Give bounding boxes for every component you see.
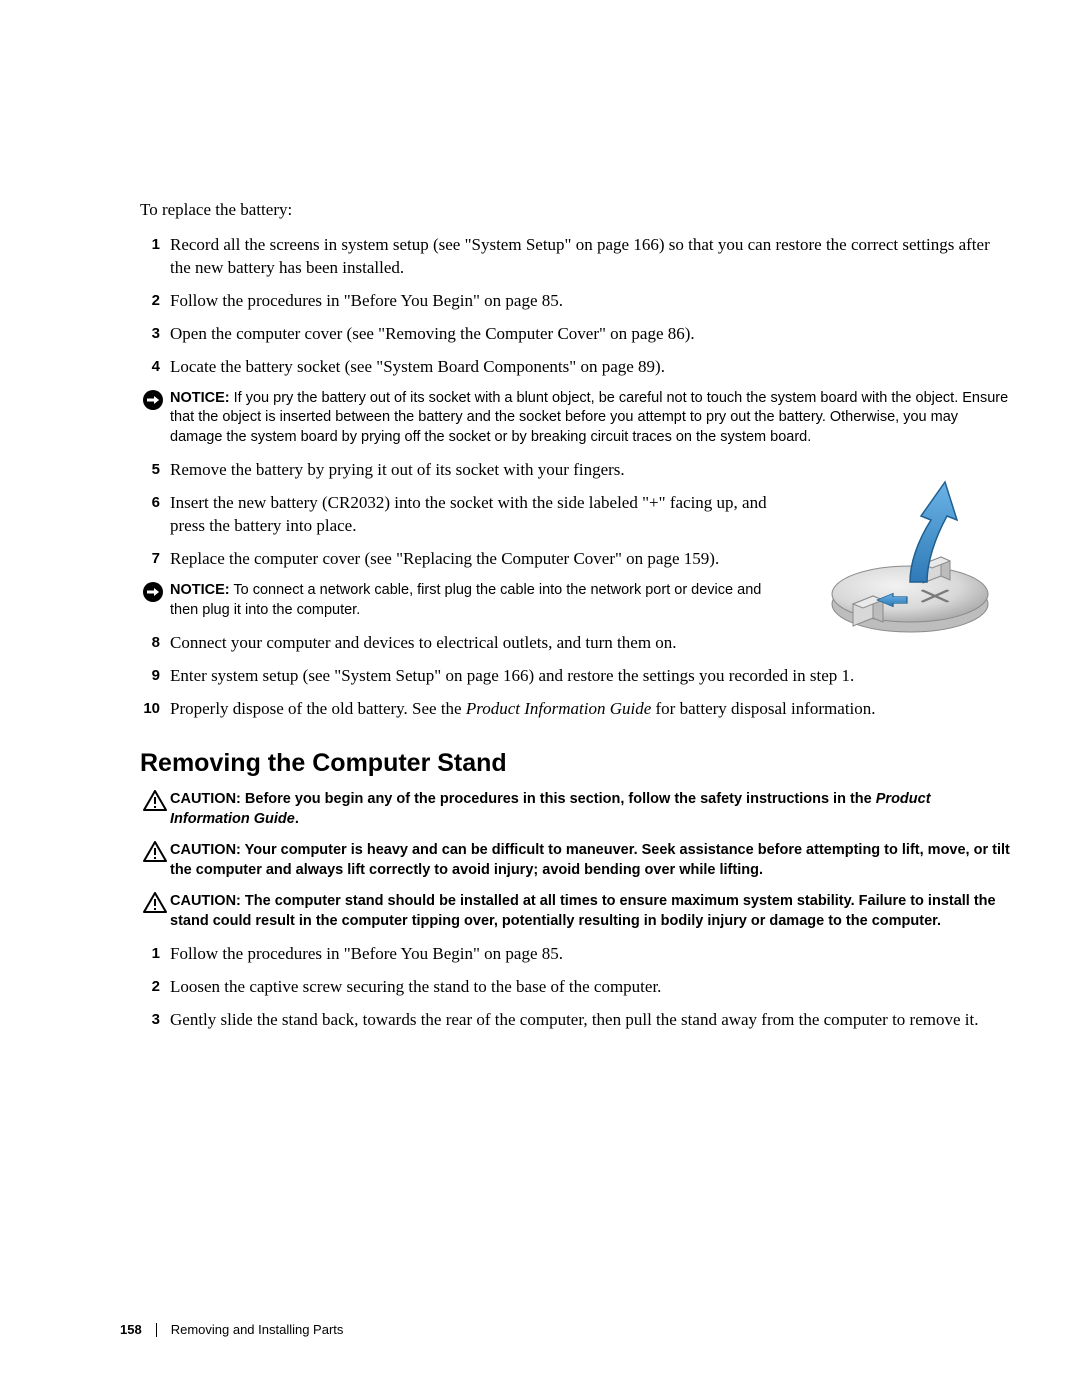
step-row: 2Loosen the captive screw securing the s… <box>140 976 1010 999</box>
caution-icon <box>140 790 170 817</box>
section-heading: Removing the Computer Stand <box>140 749 1010 778</box>
notice-1: NOTICE: If you pry the battery out of it… <box>140 389 1010 448</box>
step-number: 3 <box>140 1009 170 1028</box>
step-number: 1 <box>140 234 170 253</box>
step-row: 1Follow the procedures in "Before You Be… <box>140 943 1010 966</box>
step-row: 8Connect your computer and devices to el… <box>140 632 792 655</box>
step-text: Properly dispose of the old battery. See… <box>170 698 1010 721</box>
step-text: Open the computer cover (see "Removing t… <box>170 323 1010 346</box>
footer-divider <box>156 1323 157 1337</box>
page-number: 158 <box>120 1322 142 1337</box>
caution-row: CAUTION: The computer stand should be in… <box>140 892 1010 931</box>
step-row: 2Follow the procedures in "Before You Be… <box>140 290 1010 313</box>
step-text: Follow the procedures in "Before You Beg… <box>170 943 1010 966</box>
step-text: Insert the new battery (CR2032) into the… <box>170 492 792 538</box>
step-text: Gently slide the stand back, towards the… <box>170 1009 1010 1032</box>
step-number: 5 <box>140 459 170 478</box>
notice-icon <box>140 581 170 608</box>
step-text: Replace the computer cover (see "Replaci… <box>170 548 792 571</box>
notice-icon <box>140 389 170 416</box>
step-text: Record all the screens in system setup (… <box>170 234 1010 280</box>
step-number: 4 <box>140 356 170 375</box>
step-row: 3Gently slide the stand back, towards th… <box>140 1009 1010 1032</box>
step-row: 5Remove the battery by prying it out of … <box>140 459 792 482</box>
step-row: 10Properly dispose of the old battery. S… <box>140 698 1010 721</box>
step-text: Enter system setup (see "System Setup" o… <box>170 665 1010 688</box>
notice-2-text: NOTICE: To connect a network cable, firs… <box>170 581 792 620</box>
step-text: Loosen the captive screw securing the st… <box>170 976 1010 999</box>
step-row: 6Insert the new battery (CR2032) into th… <box>140 492 792 538</box>
step-row: 1Record all the screens in system setup … <box>140 234 1010 280</box>
step-row: 7Replace the computer cover (see "Replac… <box>140 548 792 571</box>
step-number: 8 <box>140 632 170 651</box>
page-footer: 158 Removing and Installing Parts <box>120 1322 343 1337</box>
battery-figure <box>810 459 1010 665</box>
intro-text: To replace the battery: <box>140 200 1010 220</box>
caution-row: CAUTION: Before you begin any of the pro… <box>140 790 1010 829</box>
caution-text: CAUTION: Before you begin any of the pro… <box>170 790 1010 829</box>
caution-text: CAUTION: Your computer is heavy and can … <box>170 841 1010 880</box>
step-number: 1 <box>140 943 170 962</box>
step-row: 4Locate the battery socket (see "System … <box>140 356 1010 379</box>
caution-icon <box>140 892 170 919</box>
notice-1-text: NOTICE: If you pry the battery out of it… <box>170 389 1010 448</box>
step-number: 2 <box>140 976 170 995</box>
step-number: 2 <box>140 290 170 309</box>
step-text: Remove the battery by prying it out of i… <box>170 459 792 482</box>
step-number: 9 <box>140 665 170 684</box>
step-number: 7 <box>140 548 170 567</box>
manual-page: To replace the battery: 1Record all the … <box>0 0 1080 1397</box>
caution-text: CAUTION: The computer stand should be in… <box>170 892 1010 931</box>
caution-row: CAUTION: Your computer is heavy and can … <box>140 841 1010 880</box>
step-text: Connect your computer and devices to ele… <box>170 632 792 655</box>
step-text: Follow the procedures in "Before You Beg… <box>170 290 1010 313</box>
section-name: Removing and Installing Parts <box>171 1322 344 1337</box>
step-number: 10 <box>140 698 170 717</box>
step-number: 6 <box>140 492 170 511</box>
step-text: Locate the battery socket (see "System B… <box>170 356 1010 379</box>
step-row: 9Enter system setup (see "System Setup" … <box>140 665 1010 688</box>
step-number: 3 <box>140 323 170 342</box>
step-row: 3Open the computer cover (see "Removing … <box>140 323 1010 346</box>
caution-icon <box>140 841 170 868</box>
notice-2: NOTICE: To connect a network cable, firs… <box>140 581 792 620</box>
